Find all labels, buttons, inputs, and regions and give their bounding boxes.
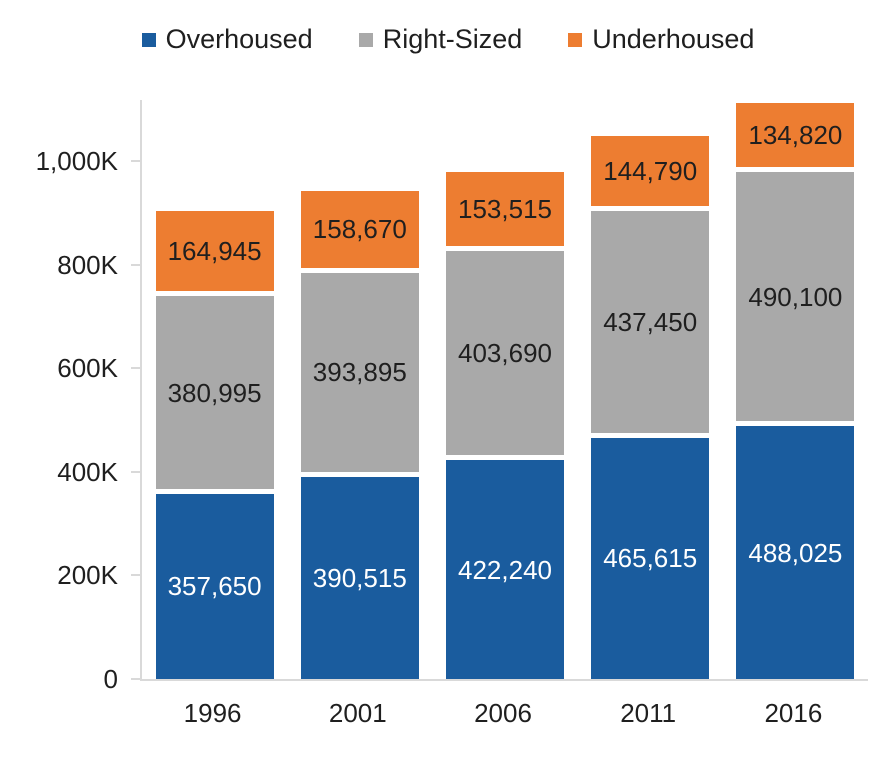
data-label: 134,820 [748, 120, 843, 151]
data-label: 490,100 [748, 281, 843, 312]
y-tick-mark [131, 160, 140, 163]
y-tick-mark [131, 678, 140, 680]
segment-underhoused-2006: 153,515 [446, 171, 564, 252]
y-tick-label: 200K [57, 560, 118, 591]
legend-swatch-icon [358, 32, 373, 47]
segment-right-sized-2016: 490,100 [736, 172, 855, 427]
y-tick-label: 800K [57, 249, 118, 280]
data-label: 164,945 [167, 236, 262, 267]
segment-right-sized-1996: 380,995 [155, 296, 274, 494]
plot-area: 357,650 380,995 164,945 390,515 393,895 158,6… [140, 100, 868, 681]
segment-overhoused-2006: 422,240 [446, 460, 564, 679]
legend-item-right-sized: Right-Sized [358, 24, 523, 54]
data-label: 488,025 [748, 537, 843, 568]
data-label: 422,240 [458, 554, 552, 585]
legend-swatch-icon [141, 32, 156, 47]
y-tick-mark [131, 263, 140, 266]
bar-2011: 465,615 437,450 144,790 [591, 100, 710, 679]
x-tick-label-2006: 2006 [474, 698, 532, 728]
y-tick-mark [131, 470, 140, 473]
bar-2016: 488,025 490,100 134,820 [736, 100, 855, 679]
x-tick-label-2011: 2011 [620, 698, 677, 728]
segment-overhoused-2016: 488,025 [736, 426, 855, 679]
segment-underhoused-2001: 158,670 [300, 190, 419, 273]
data-label: 153,515 [458, 194, 552, 225]
data-label: 465,615 [603, 543, 698, 574]
bar-2001: 390,515 393,895 158,670 [300, 100, 419, 679]
legend-label: Underhoused [592, 24, 755, 54]
y-tick-mark [131, 574, 140, 577]
legend-label: Overhoused [165, 24, 313, 54]
data-label: 390,515 [312, 562, 407, 593]
bar-2006: 422,240 403,690 153,515 [446, 100, 564, 679]
y-tick-label: 1,000K [35, 146, 118, 177]
data-label: 437,450 [603, 307, 698, 338]
segment-overhoused-2001: 390,515 [300, 476, 419, 679]
legend-swatch-icon [568, 32, 583, 47]
bar-1996: 357,650 380,995 164,945 [155, 100, 274, 679]
segment-underhoused-2011: 144,790 [591, 136, 710, 212]
legend-label: Right-Sized [382, 24, 523, 54]
data-label: 403,690 [458, 338, 552, 369]
legend-item-overhoused: Overhoused [141, 24, 313, 54]
segment-overhoused-2011: 465,615 [591, 437, 710, 679]
segment-underhoused-2016: 134,820 [736, 102, 855, 173]
segment-overhoused-1996: 357,650 [155, 493, 274, 679]
segment-underhoused-1996: 164,945 [155, 211, 274, 297]
x-tick-label-2016: 2016 [764, 698, 823, 728]
segment-right-sized-2006: 403,690 [446, 251, 564, 461]
chart-legend: Overhoused Right-Sized Underhoused [0, 26, 896, 53]
y-tick-label: 0 [103, 664, 118, 694]
segment-right-sized-2011: 437,450 [591, 211, 710, 438]
y-axis-ticks [131, 100, 140, 680]
data-label: 393,895 [312, 357, 407, 388]
x-tick-label-1996: 1996 [183, 698, 242, 728]
data-label: 357,650 [167, 571, 262, 602]
y-tick-label: 400K [57, 456, 118, 487]
x-axis-labels: 1996 2001 2006 2011 2016 [140, 694, 866, 734]
segment-right-sized-2001: 393,895 [300, 272, 419, 477]
y-axis-labels: 0 200K 400K 600K 800K 1,000K [0, 100, 118, 692]
x-tick-label-2001: 2001 [328, 698, 387, 728]
legend-item-underhoused: Underhoused [568, 26, 754, 53]
data-label: 158,670 [312, 214, 407, 245]
y-tick-label: 600K [57, 353, 118, 384]
data-label: 144,790 [603, 156, 698, 187]
y-tick-mark [131, 367, 140, 370]
data-label: 380,995 [167, 377, 262, 408]
